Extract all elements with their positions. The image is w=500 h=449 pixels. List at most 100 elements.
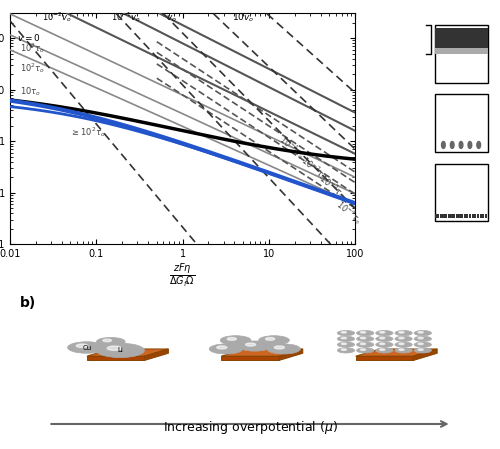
- Circle shape: [468, 141, 471, 149]
- Bar: [440, 214, 442, 218]
- Polygon shape: [356, 356, 413, 361]
- Circle shape: [442, 141, 445, 149]
- Bar: [442, 214, 444, 218]
- Circle shape: [376, 336, 393, 341]
- Text: $10^{-4}\tau_o$: $10^{-4}\tau_o$: [332, 198, 364, 227]
- Circle shape: [395, 336, 412, 341]
- Bar: [434, 25, 488, 83]
- Circle shape: [380, 343, 385, 345]
- Circle shape: [376, 342, 393, 347]
- Bar: [456, 214, 458, 218]
- Circle shape: [399, 343, 404, 345]
- Circle shape: [238, 341, 272, 351]
- Circle shape: [360, 331, 366, 333]
- Polygon shape: [87, 349, 168, 356]
- Circle shape: [338, 330, 354, 336]
- Circle shape: [414, 342, 432, 347]
- Circle shape: [399, 337, 404, 339]
- Circle shape: [356, 336, 374, 341]
- Circle shape: [267, 344, 300, 354]
- Circle shape: [360, 343, 366, 345]
- Text: $10^{-2}\tau_o$: $10^{-2}\tau_o$: [298, 153, 330, 183]
- Circle shape: [96, 337, 125, 346]
- Bar: [464, 214, 466, 218]
- Circle shape: [395, 342, 412, 347]
- Circle shape: [360, 337, 366, 339]
- Circle shape: [459, 141, 463, 149]
- Bar: [437, 214, 440, 218]
- Circle shape: [338, 342, 354, 347]
- Text: $10^3\tau_o$: $10^3\tau_o$: [20, 41, 45, 55]
- Circle shape: [418, 331, 423, 333]
- Bar: [434, 163, 488, 221]
- Circle shape: [107, 346, 122, 350]
- Circle shape: [380, 349, 385, 350]
- Circle shape: [274, 346, 284, 349]
- Text: $10v_o$: $10v_o$: [232, 11, 254, 24]
- Bar: [477, 214, 479, 218]
- Circle shape: [76, 344, 88, 348]
- Polygon shape: [87, 356, 144, 361]
- Circle shape: [227, 338, 236, 340]
- Bar: [480, 214, 482, 218]
- Circle shape: [414, 348, 432, 353]
- Circle shape: [68, 342, 106, 353]
- Circle shape: [209, 344, 243, 354]
- Circle shape: [380, 331, 385, 333]
- Bar: [458, 214, 460, 218]
- Text: $v_o$: $v_o$: [166, 13, 177, 24]
- Text: $10^2\tau_o$: $10^2\tau_o$: [20, 62, 45, 75]
- Circle shape: [414, 330, 432, 336]
- Circle shape: [258, 336, 290, 345]
- Circle shape: [266, 338, 275, 340]
- Circle shape: [356, 342, 374, 347]
- Bar: [434, 94, 488, 152]
- Bar: [469, 214, 471, 218]
- Circle shape: [341, 331, 346, 333]
- Bar: [485, 214, 487, 218]
- Polygon shape: [279, 349, 303, 361]
- Bar: [448, 214, 450, 218]
- X-axis label: $\frac{zF\eta}{\Delta G_f\Omega}$: $\frac{zF\eta}{\Delta G_f\Omega}$: [170, 262, 196, 290]
- Bar: [450, 214, 452, 218]
- Bar: [461, 214, 463, 218]
- Circle shape: [418, 349, 423, 350]
- Circle shape: [399, 349, 404, 350]
- Text: $v=0$: $v=0$: [17, 32, 40, 43]
- Text: Increasing overpotential ($\mu$): Increasing overpotential ($\mu$): [162, 418, 338, 436]
- Polygon shape: [413, 349, 437, 361]
- Bar: [474, 214, 476, 218]
- Text: $10^{-1}v_o$: $10^{-1}v_o$: [111, 10, 141, 24]
- Circle shape: [380, 337, 385, 339]
- Circle shape: [96, 343, 144, 357]
- Text: Li: Li: [118, 348, 124, 353]
- Bar: [466, 214, 468, 218]
- Text: $10^{-2}v_o$: $10^{-2}v_o$: [42, 10, 72, 24]
- Circle shape: [246, 343, 256, 346]
- Bar: [434, 28, 488, 48]
- Bar: [434, 214, 436, 218]
- Circle shape: [376, 330, 393, 336]
- Circle shape: [356, 330, 374, 336]
- Circle shape: [477, 141, 480, 149]
- Bar: [434, 48, 488, 54]
- Polygon shape: [221, 356, 279, 361]
- Circle shape: [217, 346, 227, 349]
- Circle shape: [360, 349, 366, 350]
- Circle shape: [414, 336, 432, 341]
- Text: $10\tau_o$: $10\tau_o$: [20, 86, 41, 98]
- Text: $10^{-3}\tau_o$: $10^{-3}\tau_o$: [316, 172, 348, 201]
- Text: $\geq 10^2\tau_o$: $\geq 10^2\tau_o$: [70, 125, 106, 139]
- Circle shape: [341, 337, 346, 339]
- Bar: [453, 214, 455, 218]
- Polygon shape: [144, 349, 169, 361]
- Circle shape: [418, 337, 423, 339]
- Polygon shape: [356, 349, 437, 356]
- Bar: [472, 214, 474, 218]
- Circle shape: [338, 336, 354, 341]
- Circle shape: [103, 339, 112, 342]
- Bar: [482, 214, 484, 218]
- Circle shape: [356, 348, 374, 353]
- Circle shape: [395, 348, 412, 353]
- Circle shape: [376, 348, 393, 353]
